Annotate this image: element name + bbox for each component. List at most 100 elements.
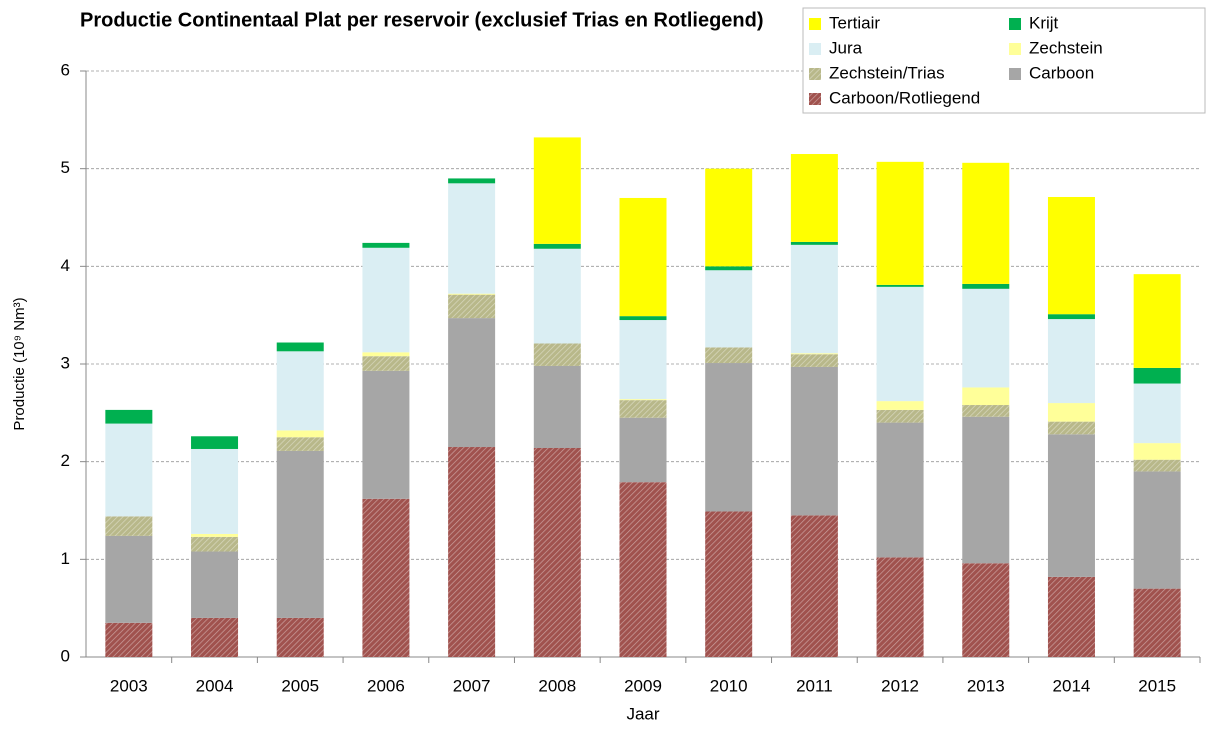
bar-segment (962, 405, 1010, 417)
x-tick-label: 2008 (538, 676, 576, 695)
bar-segment (533, 365, 581, 448)
legend-swatch (809, 93, 821, 105)
bar-segment (533, 343, 581, 366)
bar-segment (448, 447, 496, 657)
bar-segment (705, 168, 753, 267)
x-tick-label: 2005 (281, 676, 319, 695)
bar-segment (362, 498, 410, 657)
legend-swatch (1009, 68, 1021, 80)
y-axis-label: Productie (10⁹ Nm³) (11, 297, 28, 430)
bar-segment (790, 241, 838, 245)
bar-segment (533, 248, 581, 344)
bar-segment (1047, 421, 1095, 435)
x-tick-label: 2015 (1138, 676, 1176, 695)
legend-label: Zechstein (1029, 38, 1103, 57)
bar-segment (876, 284, 924, 287)
legend-swatch (1009, 18, 1021, 30)
bar-segment (705, 270, 753, 348)
bar-segment (962, 563, 1010, 657)
y-tick-label: 1 (61, 549, 70, 568)
bar-segment (1133, 471, 1181, 589)
bar-segment (448, 294, 496, 319)
bar-segment (276, 351, 324, 431)
bar-segment (962, 416, 1010, 564)
bar-segment (276, 617, 324, 657)
bar-segment (790, 354, 838, 367)
y-tick-label: 5 (61, 158, 70, 177)
y-tick-label: 3 (61, 353, 70, 372)
y-tick-label: 6 (61, 60, 70, 79)
bar-segment (276, 430, 324, 438)
bar-segment (619, 417, 667, 483)
legend-swatch (1009, 43, 1021, 55)
bar-segment (705, 363, 753, 512)
bar-segment (790, 244, 838, 354)
bar-segment (1133, 459, 1181, 472)
legend-swatch (809, 18, 821, 30)
x-tick-label: 2009 (624, 676, 662, 695)
bar-segment (619, 197, 667, 317)
legend-swatch (809, 43, 821, 55)
bar-segment (619, 320, 667, 400)
bar-segment (1047, 576, 1095, 657)
bar-segment (962, 288, 1010, 388)
bar-segment (105, 516, 153, 536)
bar-segment (962, 162, 1010, 284)
bar-segment (1133, 383, 1181, 444)
bar-segment (276, 450, 324, 618)
bar-segment (876, 161, 924, 285)
bar-segment (105, 622, 153, 657)
bar-segment (276, 437, 324, 451)
bar-segment (962, 387, 1010, 406)
bar-segment (876, 409, 924, 423)
bar-segment (105, 423, 153, 517)
bar-segment (1133, 367, 1181, 384)
bar-segment (105, 535, 153, 623)
bar-segment (1133, 443, 1181, 460)
bar-segment (619, 400, 667, 418)
x-tick-label: 2003 (110, 676, 148, 695)
x-tick-label: 2006 (367, 676, 405, 695)
bar-segment (533, 137, 581, 244)
x-tick-label: 2014 (1053, 676, 1091, 695)
x-tick-label: 2011 (796, 676, 833, 695)
bar-segment (876, 401, 924, 410)
bar-segment (790, 515, 838, 657)
bar-segment (191, 448, 239, 534)
bar-segment (705, 266, 753, 271)
bar-segment (619, 316, 667, 321)
y-tick-label: 0 (61, 646, 70, 665)
bar-segment (1133, 274, 1181, 368)
legend-label: Jura (829, 38, 863, 57)
bar-segment (705, 511, 753, 657)
bar-segment (362, 356, 410, 371)
bar-segment (533, 243, 581, 249)
bar-segment (1133, 588, 1181, 657)
bar-segment (619, 482, 667, 657)
y-tick-label: 4 (61, 256, 70, 275)
bar-segment (1047, 314, 1095, 320)
bar-segment (276, 342, 324, 352)
legend-label: Carboon (1029, 63, 1094, 82)
bar-segment (448, 178, 496, 184)
x-axis-label: Jaar (626, 704, 659, 723)
bar-segment (533, 447, 581, 657)
legend-box (802, 7, 1206, 114)
bar-segment (448, 318, 496, 448)
bar-segment (191, 617, 239, 657)
bar-segment (876, 286, 924, 402)
bar-segment (1047, 434, 1095, 577)
bar-segment (790, 353, 838, 355)
bar-segment (105, 409, 153, 424)
bar-segment (790, 366, 838, 516)
legend-label: Carboon/Rotliegend (829, 88, 980, 107)
x-tick-label: 2013 (967, 676, 1005, 695)
bar-segment (705, 347, 753, 364)
bar-segment (619, 399, 667, 401)
bar-segment (962, 283, 1010, 289)
bar-segment (876, 557, 924, 657)
legend-label: Krijt (1029, 13, 1059, 32)
bar-segment (448, 183, 496, 294)
x-tick-label: 2010 (710, 676, 748, 695)
